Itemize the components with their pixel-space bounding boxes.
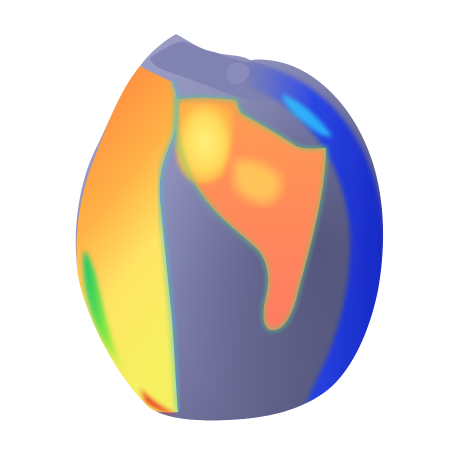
blue-rim (240, 63, 384, 410)
green-edge (83, 250, 130, 380)
hot-spot (176, 101, 233, 184)
cyan-highlight (282, 94, 332, 137)
hot-spot-core (234, 159, 282, 204)
vessel-stump (226, 62, 250, 85)
activation-border (174, 95, 329, 333)
heart-surface (75, 34, 384, 421)
left-wall-border (157, 80, 181, 413)
apex-red (140, 388, 176, 414)
